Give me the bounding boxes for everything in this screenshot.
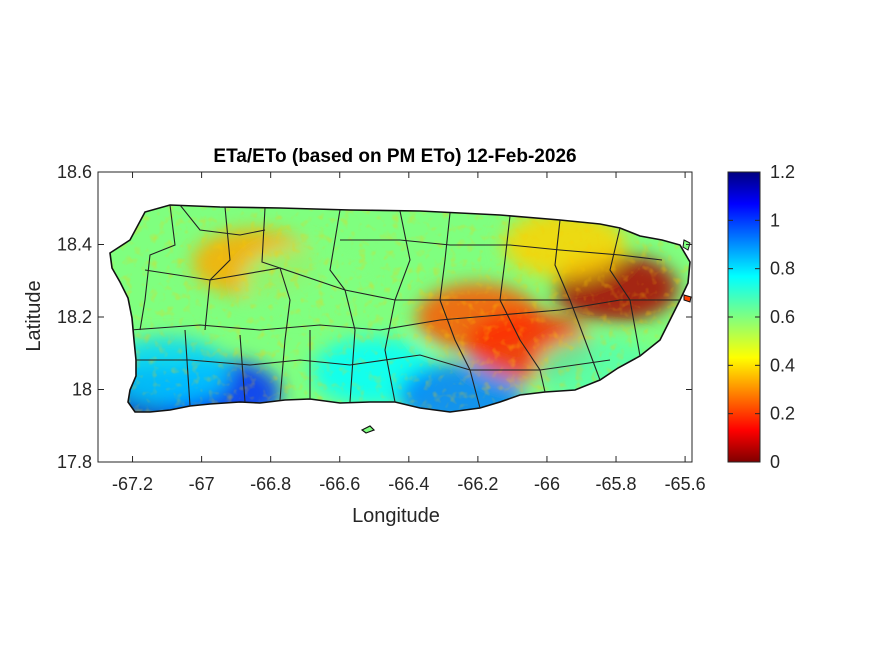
small-island (683, 294, 692, 303)
colorbar-tick-label: 0.2 (770, 404, 795, 424)
x-tick-label: -66 (534, 474, 560, 494)
colorbar-ticks: 1.2 1 0.8 0.6 0.4 0.2 0 (728, 162, 795, 472)
y-axis-label: Latitude (23, 280, 45, 351)
x-tick-label: -67 (189, 474, 215, 494)
x-axis-label: Longitude (352, 505, 440, 527)
small-island (360, 425, 376, 434)
chart-title: ETa/ETo (based on PM ETo) 12-Feb-2026 (213, 146, 576, 167)
y-tick-label: 18.2 (57, 307, 92, 327)
y-tick-label: 18.6 (57, 162, 92, 182)
colorbar-tick-label: 0.8 (770, 259, 795, 279)
x-tick-label: -66.2 (457, 474, 498, 494)
y-tick-label: 18 (72, 380, 92, 400)
x-tick-label: -66.8 (250, 474, 291, 494)
x-tick-label: -67.2 (112, 474, 153, 494)
y-tick-label: 17.8 (57, 452, 92, 472)
colorbar-tick-label: 1.2 (770, 162, 795, 182)
colorbar-tick-label: 1 (770, 210, 780, 230)
x-axis: -67.2 -67 -66.8 -66.6 -66.4 -66.2 -66 -65.8 -65.… (112, 172, 706, 494)
x-tick-label: -65.8 (596, 474, 637, 494)
colorbar-tick-label: 0 (770, 452, 780, 472)
x-tick-label: -65.6 (665, 474, 706, 494)
x-tick-label: -66.6 (319, 474, 360, 494)
municipality-boundaries (129, 205, 680, 409)
y-axis: 18.6 18.4 18.2 18 17.8 (57, 162, 692, 472)
colorbar-tick-label: 0.4 (770, 355, 795, 375)
colorbar (727, 171, 761, 463)
colorbar-tick-label: 0.6 (770, 307, 795, 327)
y-tick-label: 18.4 (57, 235, 92, 255)
x-tick-label: -66.4 (388, 474, 429, 494)
